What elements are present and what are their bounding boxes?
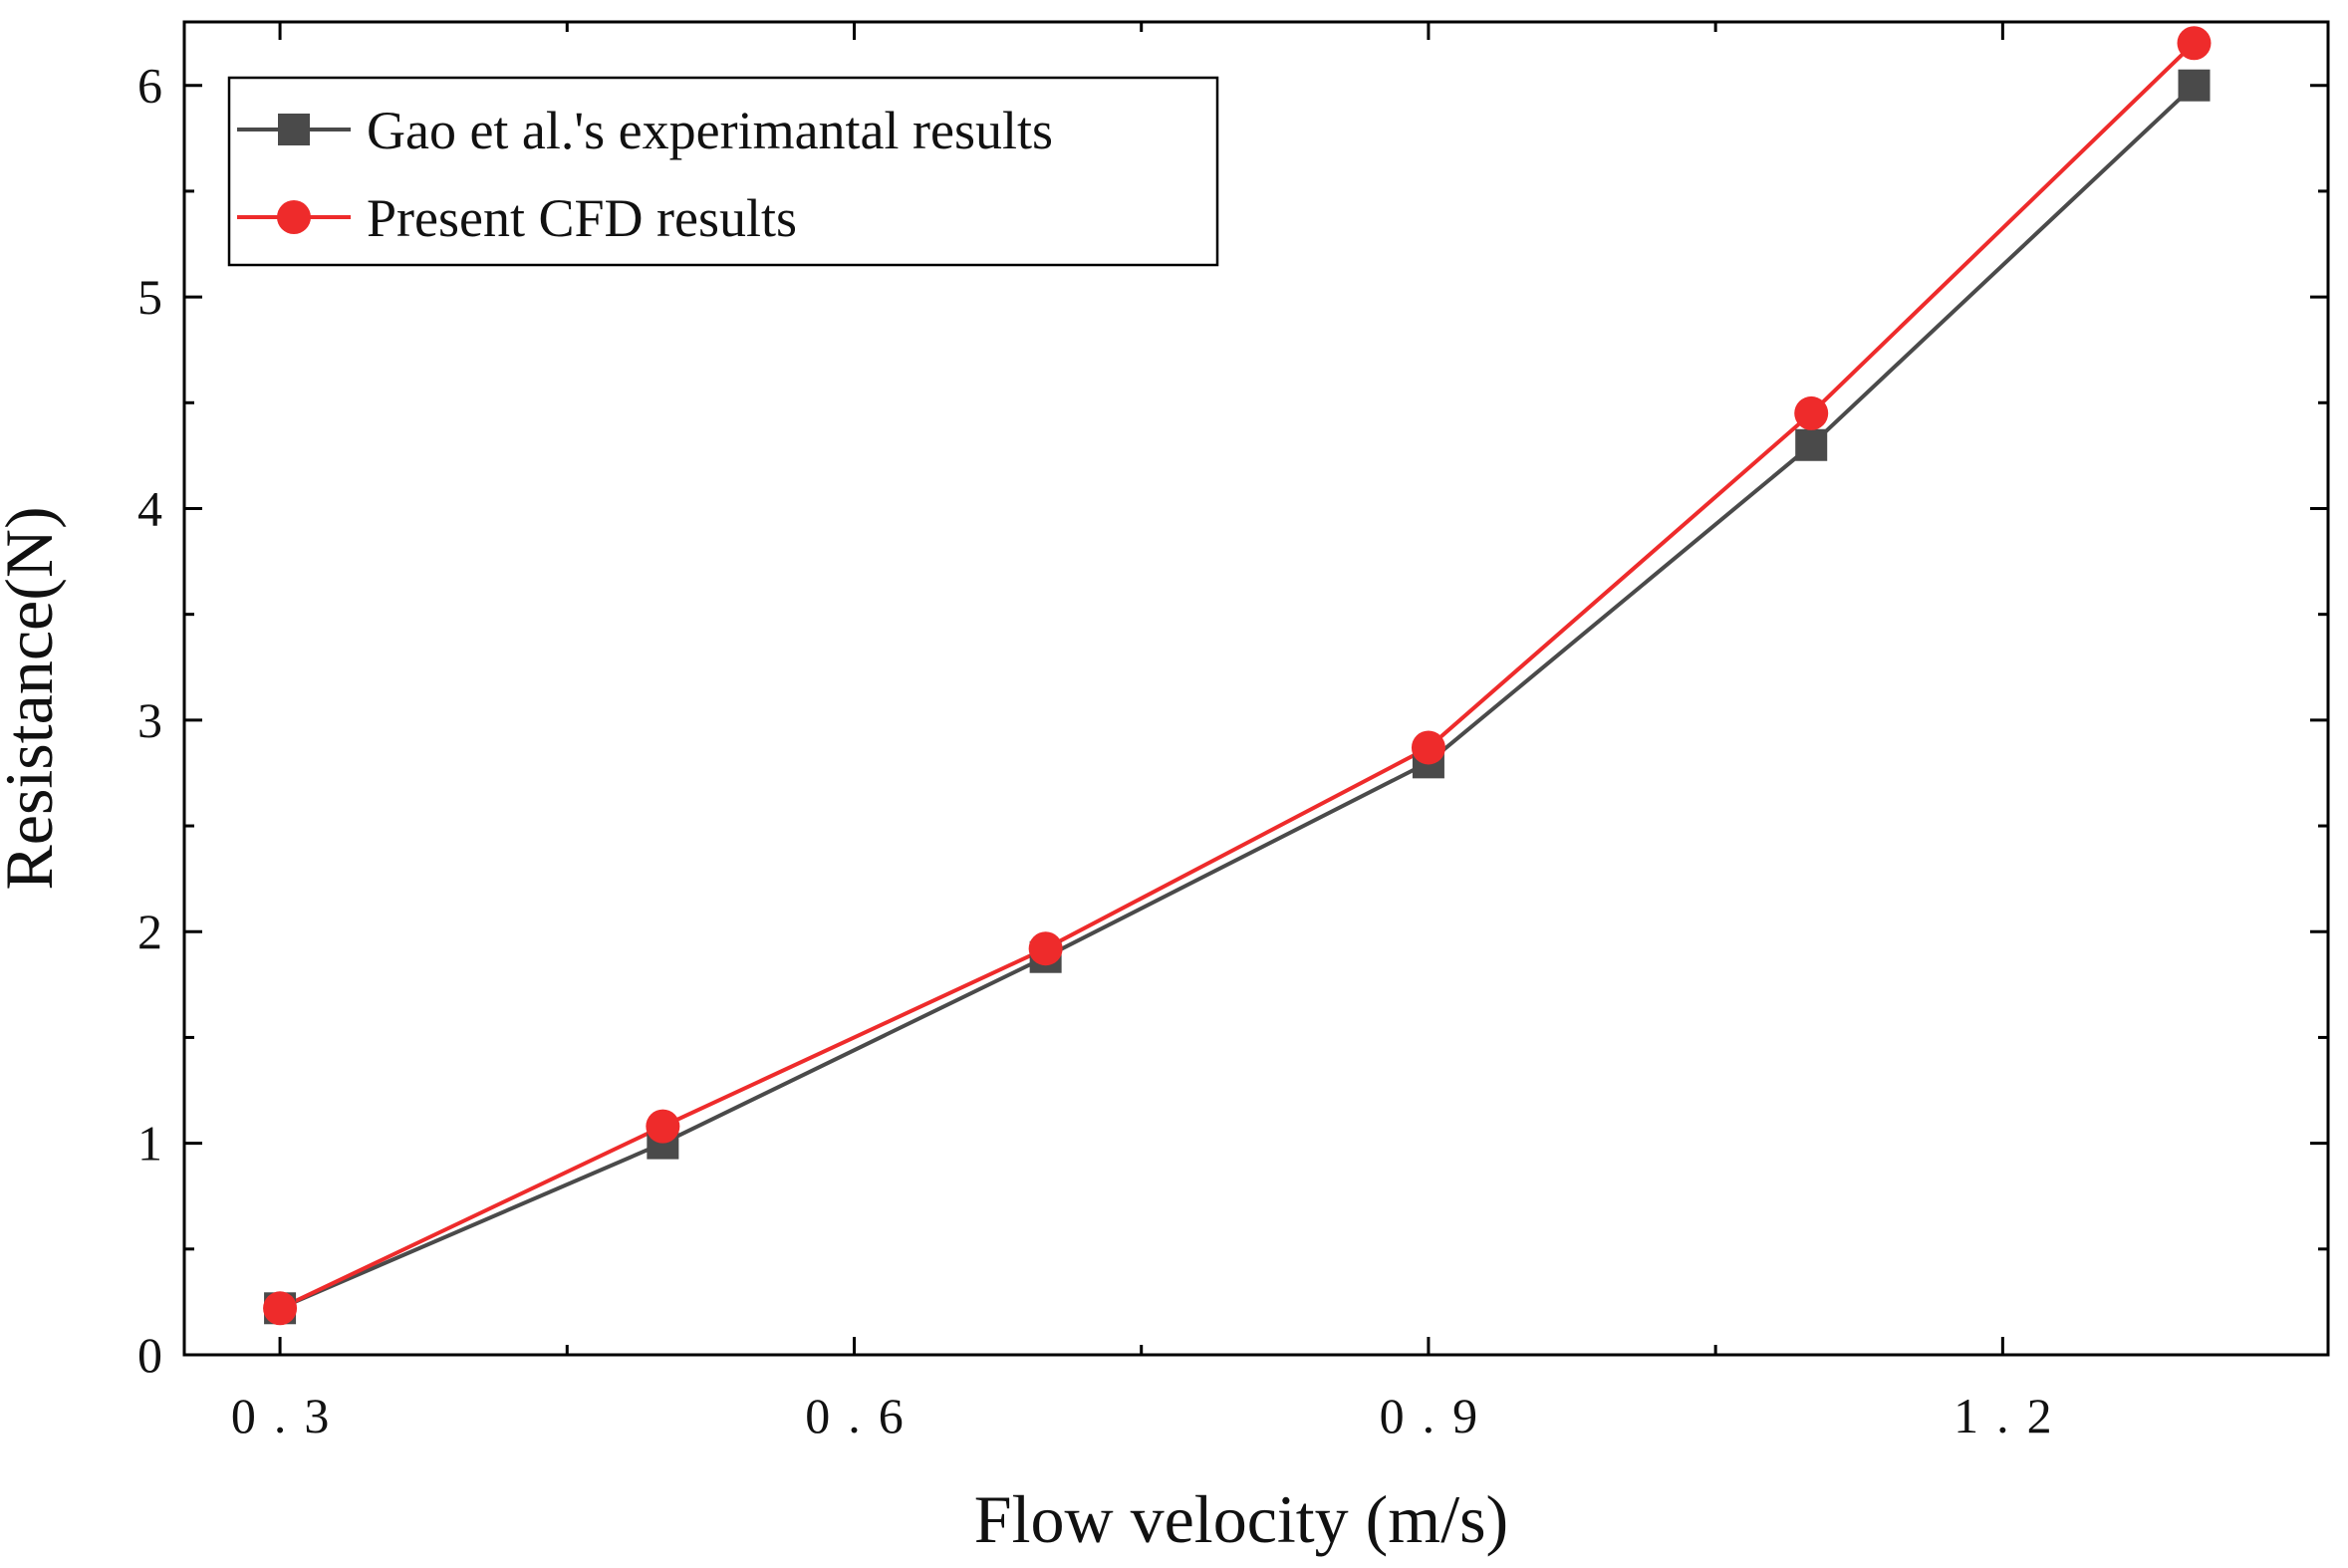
axis-ticks	[184, 22, 2328, 1357]
cfd-point	[1028, 931, 1063, 966]
cfd-point	[1794, 395, 1829, 430]
y-tick-label: 1	[137, 1116, 162, 1172]
plot-frame	[182, 20, 2330, 1357]
cfd-point	[1411, 730, 1445, 765]
experimental-point	[2178, 69, 2211, 102]
series-markers	[263, 26, 2212, 1326]
plot-border	[182, 20, 2330, 1357]
x-tick-label: 1.2	[1954, 1388, 2070, 1443]
x-axis-title: Flow velocity (m/s)	[974, 1481, 1508, 1557]
x-tick-label: 0.3	[231, 1388, 348, 1443]
x-tick-label: 0.6	[805, 1388, 921, 1443]
y-tick-label: 0	[137, 1327, 162, 1383]
axis-tick-labels: 0.3 0.6 0.9 1.2 0 1 2 3 4 5 6	[137, 58, 2070, 1443]
cfd-point	[263, 1291, 298, 1326]
cfd-point	[646, 1109, 680, 1144]
y-tick-label: 6	[137, 58, 162, 114]
legend-circle-marker	[277, 200, 311, 234]
experimental-point	[1795, 428, 1828, 461]
series-lines	[279, 41, 2196, 1311]
x-tick-label: 0.9	[1380, 1388, 1496, 1443]
cfd-point	[2177, 26, 2212, 61]
series-line-0	[279, 84, 2196, 1311]
legend-label-1: Present CFD results	[367, 188, 797, 248]
y-tick-label: 4	[137, 480, 162, 536]
legend: Gao et al.'s experimantal results Present…	[227, 76, 1219, 267]
legend-label-0: Gao et al.'s experimantal results	[367, 101, 1053, 160]
y-tick-label: 5	[137, 269, 162, 325]
y-tick-label: 3	[137, 692, 162, 748]
y-axis-title: Resistance(N)	[0, 506, 67, 890]
y-tick-label: 2	[137, 904, 162, 959]
legend-box	[227, 76, 1219, 267]
series-line-1	[279, 41, 2196, 1311]
legend-square-marker	[278, 114, 310, 145]
